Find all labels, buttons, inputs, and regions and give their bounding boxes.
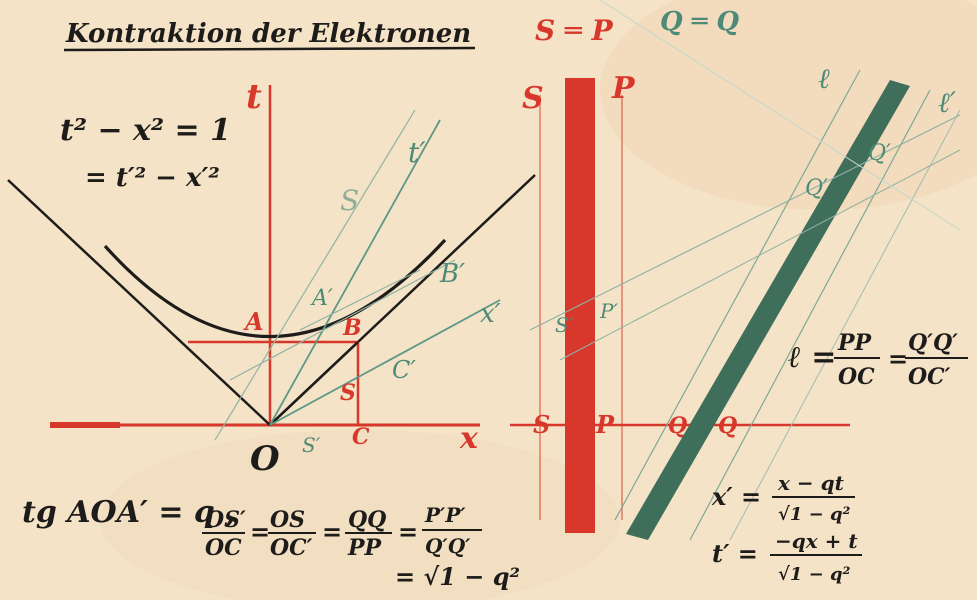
- point-A-prime-label: A′: [310, 286, 333, 311]
- t-prime-parallel: [214, 109, 416, 441]
- l-eq-lhs: ℓ =: [788, 340, 836, 375]
- rod-right-top-label: P: [611, 71, 636, 106]
- ratio-2-num: OS: [270, 507, 305, 533]
- q-prime-label-2: Q′: [868, 141, 891, 166]
- green-faint-line: [599, 0, 961, 231]
- l-label-1: ℓ: [818, 62, 830, 95]
- green-simultaneity-2: [559, 149, 961, 361]
- eq-sign-2: =: [322, 517, 342, 546]
- eq-sign-1: =: [250, 517, 270, 546]
- eq-sign-3: =: [398, 517, 418, 546]
- point-A-label: A: [243, 307, 264, 336]
- l-ratio-1-den: OC: [838, 364, 875, 390]
- rod-left-top-label: S: [522, 81, 544, 116]
- ratio-3-den: PP: [347, 535, 383, 561]
- q-equals-q-label: Q ═ Q: [660, 7, 739, 37]
- tprime-num: −qx + t: [775, 529, 858, 553]
- title-underline: [63, 46, 476, 52]
- sqrt-formula: = √1 − q²: [395, 562, 520, 591]
- xprime-den: √1 − q²: [778, 504, 851, 525]
- tprime-den: √1 − q²: [778, 564, 851, 585]
- green-simultaneity-1: [529, 114, 961, 331]
- rod-p-prime-label: P′: [599, 299, 618, 323]
- xprime-lhs: x′ =: [711, 482, 761, 511]
- tg-formula: tg AOA′ = q ,: [22, 495, 236, 530]
- ratio-4-den: Q′Q′: [425, 534, 471, 558]
- l-ratio-2-num: Q′Q′: [908, 330, 958, 356]
- faint-S-label: S: [340, 184, 359, 217]
- tprime-lhs: t′ =: [712, 539, 758, 568]
- x-axis-label: x: [459, 421, 479, 456]
- point-B-label: B: [342, 315, 362, 341]
- ratio-4-num: P′P′: [424, 503, 466, 527]
- rod-bottom-S-label: S: [533, 410, 550, 439]
- l-label-2: ℓ′: [938, 86, 957, 119]
- rod-bottom-Q-label: Q: [668, 413, 687, 439]
- point-B-prime-label: B′: [439, 259, 465, 289]
- x-prime-parallel: [229, 259, 456, 381]
- point-C-prime-label: C′: [392, 356, 416, 384]
- point-C-label: C: [352, 424, 370, 450]
- ratio-2-den: OC′: [270, 535, 313, 561]
- paper-stain: [100, 430, 620, 600]
- green-rod: [626, 80, 910, 540]
- hyperbola-eq-line1: t² − x² = 1: [60, 113, 231, 148]
- x-prime-axis: [269, 299, 501, 426]
- hyperbola: [103, 238, 447, 339]
- l-ratio-1-num: PP: [837, 330, 873, 356]
- light-cone-left: [7, 179, 271, 426]
- xprime-num: x − qt: [777, 471, 845, 495]
- origin-label: O: [250, 439, 280, 479]
- ratio-3-num: QQ: [348, 507, 386, 533]
- rod-top-label: S ═ P: [535, 14, 614, 47]
- rod-s-prime-label: S′: [555, 313, 574, 337]
- l-eq-sign: =: [888, 344, 908, 373]
- ratio-1-den: OC: [205, 535, 242, 561]
- q-prime-label-1: Q′: [805, 176, 828, 201]
- t-prime-axis: [269, 119, 441, 426]
- rod-bottom-P-label: P: [595, 410, 615, 439]
- l-ratio-2-den: OC′: [908, 364, 951, 390]
- green-worldline-1: [614, 69, 861, 521]
- t-axis-label: t: [246, 77, 262, 117]
- line-OB: [269, 341, 359, 426]
- green-worldline-2: [689, 89, 931, 541]
- hyperbola-eq-line2: = t′² − x′²: [85, 163, 220, 193]
- point-S-label: S: [340, 380, 356, 406]
- point-S-prime-label: S′: [302, 433, 321, 457]
- green-worldline-3: [729, 109, 961, 541]
- x-prime-label: x′: [480, 299, 501, 329]
- x-prime-parallel-2: [299, 269, 421, 331]
- title: Kontraktion der Elektronen: [65, 19, 471, 49]
- ratio-1-num: OS′: [205, 507, 246, 533]
- t-prime-label: t′: [408, 136, 426, 169]
- paper-stain: [600, 0, 977, 210]
- rod-bottom-Q2-label: Q: [718, 413, 737, 439]
